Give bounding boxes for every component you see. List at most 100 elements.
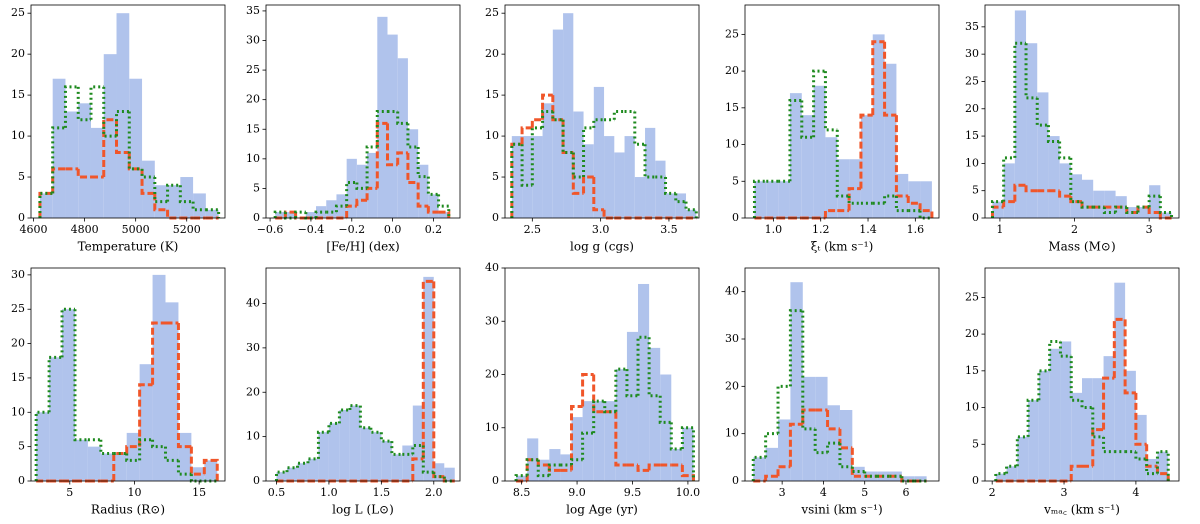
x-tick-label: 1.0 xyxy=(320,486,338,499)
histogram-step xyxy=(1147,194,1161,208)
histogram-step xyxy=(1155,450,1170,481)
histogram-step xyxy=(643,144,656,179)
y-tick-label: 0 xyxy=(18,474,25,487)
x-tick-label: 3.5 xyxy=(660,223,678,236)
histogram-step xyxy=(396,151,408,165)
histogram-step xyxy=(551,111,564,122)
histogram-bar xyxy=(604,401,616,481)
histogram-step xyxy=(140,168,155,179)
histogram-bar xyxy=(778,181,790,218)
histogram-step xyxy=(776,465,791,477)
y-tick-label: 20 xyxy=(246,93,260,106)
histogram-step xyxy=(1069,356,1082,402)
histogram-step xyxy=(386,123,398,167)
y-tick-label: 15 xyxy=(246,122,260,135)
y-tick-label: 20 xyxy=(965,102,979,115)
histogram-bar xyxy=(433,463,445,481)
histogram-step xyxy=(530,118,543,128)
histogram-step xyxy=(1136,205,1150,213)
y-tick-label: 0 xyxy=(18,211,25,224)
histogram-step xyxy=(1015,435,1029,467)
y-tick-label: 5 xyxy=(972,184,979,197)
y-tick-label: 15 xyxy=(11,371,25,384)
histogram-step xyxy=(369,427,382,434)
histogram-step xyxy=(669,422,683,451)
histogram-bar xyxy=(649,347,661,481)
histogram-bar xyxy=(1071,392,1082,481)
histogram-step xyxy=(571,152,584,179)
histogram-bar xyxy=(839,410,853,481)
y-tick-label: 10 xyxy=(725,138,739,151)
histogram-step xyxy=(674,193,687,204)
histogram-bar xyxy=(1093,190,1105,218)
histogram-step xyxy=(390,441,403,456)
histogram-bar xyxy=(113,453,127,481)
histogram-bar xyxy=(593,86,605,218)
x-tick-label: 9.0 xyxy=(568,486,586,499)
histogram-bar xyxy=(387,34,398,219)
histogram-step xyxy=(883,194,897,204)
x-axis-label: ξₜ (km s⁻¹) xyxy=(811,240,874,254)
histogram-bar xyxy=(655,160,666,218)
y-tick-label: 20 xyxy=(246,385,260,398)
x-tick-label: 0.2 xyxy=(425,223,443,236)
y-tick-label: 10 xyxy=(485,421,499,434)
histogram-bar xyxy=(813,85,826,218)
x-tick-label: 0.0 xyxy=(384,223,402,236)
histogram-bar xyxy=(74,439,88,481)
axes-frame xyxy=(744,4,940,219)
histogram-bar xyxy=(914,476,927,481)
histogram-step xyxy=(379,432,392,443)
y-tick-label: 5 xyxy=(732,174,739,187)
histogram-step xyxy=(1080,201,1094,209)
histogram-bar xyxy=(360,427,371,481)
histogram-step xyxy=(273,210,286,218)
histogram-bar xyxy=(423,276,434,481)
histogram-step xyxy=(1091,428,1104,467)
histogram-step xyxy=(316,430,329,459)
histogram-step xyxy=(1069,157,1082,204)
histogram-step xyxy=(871,40,885,116)
histogram-step xyxy=(189,446,205,476)
histogram-bar xyxy=(908,181,921,218)
histogram-bar xyxy=(1082,378,1093,481)
histogram-step xyxy=(850,447,865,478)
histogram-bar xyxy=(87,446,101,481)
y-tick-label: 25 xyxy=(725,27,739,40)
histogram-bar xyxy=(180,177,194,218)
histogram-bar xyxy=(116,13,130,219)
histogram-step xyxy=(680,465,695,481)
histogram-step xyxy=(1013,183,1027,202)
histogram-bar xyxy=(516,475,528,481)
x-tick-label: 9.5 xyxy=(624,486,642,499)
x-tick-label: 3 xyxy=(1061,486,1068,499)
histogram-step xyxy=(60,307,75,358)
y-tick-label: 35 xyxy=(246,4,260,17)
histogram-step xyxy=(514,474,528,481)
histogram-step xyxy=(99,439,114,456)
histogram-step xyxy=(1145,444,1158,468)
x-tick-label: 1 xyxy=(996,223,1003,236)
histogram-step xyxy=(647,337,661,398)
histogram-bar xyxy=(682,427,694,481)
histogram-bar xyxy=(318,432,329,481)
histogram-step xyxy=(426,176,439,196)
histogram-bar xyxy=(381,441,392,481)
histogram-bar xyxy=(511,136,523,218)
histogram-step xyxy=(570,404,583,471)
histogram-bar xyxy=(626,331,639,481)
histogram-bar xyxy=(532,136,543,218)
x-axis-label: vsini (km s⁻¹) xyxy=(800,503,882,517)
histogram-step xyxy=(375,110,388,147)
histogram-bar xyxy=(1125,370,1136,481)
histogram-step xyxy=(432,281,445,479)
histogram-step xyxy=(1114,205,1127,213)
histogram-step xyxy=(835,129,850,198)
y-tick-label: 35 xyxy=(965,20,979,33)
histogram-bar xyxy=(686,209,697,218)
histogram-bar xyxy=(583,144,594,218)
y-tick-label: 10 xyxy=(11,405,25,418)
y-tick-label: 25 xyxy=(485,6,499,19)
histogram-bar xyxy=(860,115,873,218)
histogram-bar xyxy=(837,159,850,218)
